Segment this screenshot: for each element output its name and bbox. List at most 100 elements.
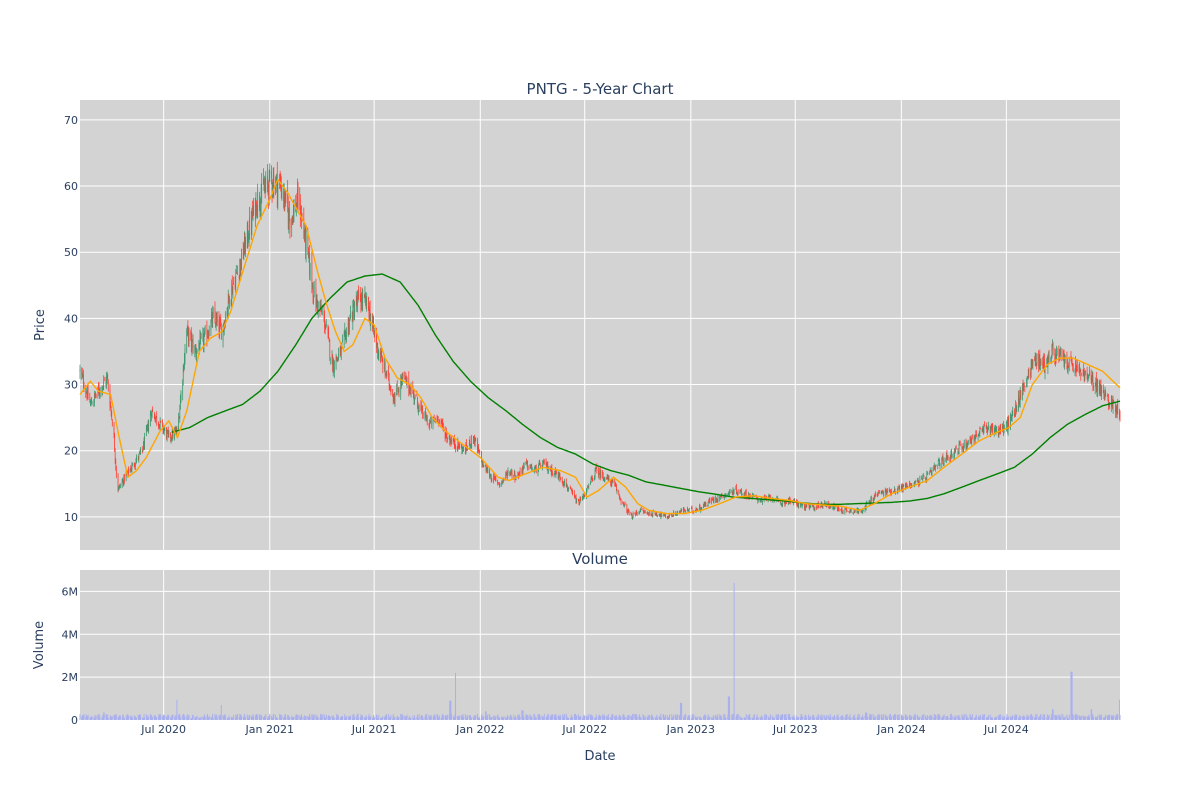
volume-bar [861,717,863,720]
candle-body [946,453,948,461]
candle-body [151,413,152,417]
volume-bar [700,718,702,720]
candle-body [340,346,342,356]
volume-bar [502,716,504,720]
volume-bar [168,715,170,720]
candle-body [256,202,257,215]
volume-bar [397,716,399,720]
candle-body [753,496,755,497]
volume-bar [365,715,367,720]
volume-bar [101,717,103,720]
volume-bar [1020,716,1022,720]
volume-bar [462,714,464,720]
volume-bar [1064,717,1066,720]
volume-bar [975,714,977,720]
candle-body [218,319,220,333]
candle-body [590,478,592,483]
candle-body [977,435,979,437]
candle-body [828,506,830,508]
candle-body [1056,348,1058,351]
volume-bar [267,716,269,720]
volume-bar [673,715,675,720]
volume-bar [828,715,830,720]
volume-bar [760,716,762,720]
volume-bar [930,714,932,720]
volume-bar [626,716,628,720]
volume-bar [926,715,928,720]
candle-body [822,504,824,507]
candle-body [388,374,390,386]
volume-bar [118,715,120,720]
candle-body [418,405,420,409]
volume-bar [813,717,815,720]
candle-body [875,493,876,497]
volume-bar [1000,714,1002,720]
candle-body [873,496,875,501]
volume-bar [950,717,952,720]
candle-body [659,514,661,516]
candle-body [1115,403,1116,413]
volume-bar [797,716,799,720]
candle-body [950,458,951,460]
candle-body [87,389,88,399]
candle-body [170,432,171,439]
candle-body [939,463,941,467]
volume-bar [648,716,650,720]
volume-bar [583,715,585,720]
candle-body [450,439,452,444]
candle-body [905,483,907,489]
candle-body [732,489,734,495]
candle-body [927,473,928,475]
candle-body [943,459,945,465]
volume-bar [776,717,778,720]
volume-bar [477,717,479,720]
candle-body [385,372,387,377]
volume-bar [848,716,850,720]
candle-body [192,340,193,342]
candle-body [1019,403,1020,405]
volume-bar [691,714,693,720]
candle-body [934,466,936,469]
candle-body [844,509,846,514]
candle-body [305,227,306,250]
candle-body [154,418,156,421]
candle-body [882,491,883,493]
candle-body [568,488,569,490]
volume-bar [751,718,753,720]
candle-body [410,387,412,396]
candle-body [717,495,719,501]
volume-bar [599,716,601,720]
volume-bar [126,717,128,720]
candle-body [959,443,960,445]
volume-bar [470,715,472,720]
volume-bar [655,717,657,720]
volume-bar [1108,718,1110,720]
volume-bar [760,717,762,720]
candle-body [668,515,670,518]
candle-body [114,436,115,451]
candle-body [659,514,661,517]
volume-bar [1116,713,1118,720]
volume-bar [398,717,400,720]
volume-bar [304,716,306,720]
volume-bar [260,718,262,720]
candle-body [1119,414,1121,417]
candle-body [481,452,482,461]
candle-body [454,443,456,446]
candle-body [833,504,835,509]
volume-bar [883,714,885,720]
volume-bar [642,714,644,720]
volume-bar [86,716,88,720]
candle-body [744,494,745,497]
candle-body [1072,365,1074,366]
candle-body [962,448,964,451]
volume-bar [829,714,831,720]
volume-bar [414,718,416,720]
candle-body [392,393,394,400]
candle-body [491,479,493,481]
candle-body [708,501,710,503]
volume-bar [446,714,448,720]
volume-bar [485,711,487,720]
candle-body [211,314,212,319]
volume-bar [539,716,541,720]
